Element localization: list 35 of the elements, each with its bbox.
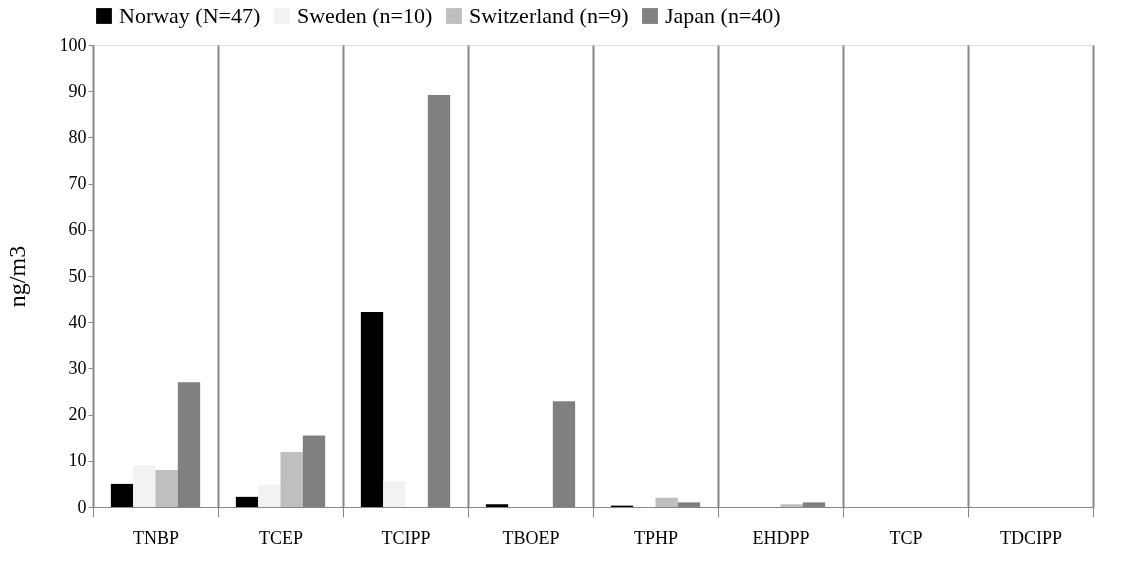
y-tick-label: 100 bbox=[59, 34, 87, 55]
x-tick-label: EHDPP bbox=[752, 527, 810, 548]
y-tick-label: 50 bbox=[68, 265, 87, 286]
y-tick-label: 90 bbox=[68, 80, 87, 101]
bar bbox=[258, 484, 281, 507]
x-tick-label: TDCIPP bbox=[999, 527, 1063, 548]
x-tick-label: TNBP bbox=[132, 527, 180, 548]
y-tick-label: 60 bbox=[68, 219, 87, 240]
y-tick-label: 0 bbox=[77, 496, 87, 517]
bar bbox=[155, 470, 178, 507]
legend-label: Japan (n=40) bbox=[665, 3, 781, 28]
x-tick-label: TPHP bbox=[633, 527, 679, 548]
legend-label: Sweden (n=10) bbox=[297, 3, 433, 28]
bar bbox=[360, 312, 384, 507]
bar bbox=[235, 496, 259, 507]
bar bbox=[780, 504, 803, 507]
y-tick-label: 70 bbox=[68, 173, 87, 194]
x-tick-label: TCIPP bbox=[381, 527, 431, 548]
x-tick-label: TCEP bbox=[258, 527, 304, 548]
y-tick-label: 40 bbox=[68, 311, 87, 332]
bar bbox=[280, 452, 303, 507]
bar bbox=[655, 497, 678, 507]
bar bbox=[485, 504, 509, 507]
y-tick-label: 10 bbox=[68, 450, 87, 471]
y-tick-label: 30 bbox=[68, 357, 87, 378]
y-axis-title: ng/m3 bbox=[3, 245, 30, 308]
bar bbox=[110, 483, 134, 507]
x-tick-label: TCP bbox=[889, 527, 923, 548]
bar bbox=[133, 465, 156, 507]
x-tick-label: TBOEP bbox=[502, 527, 560, 548]
y-tick-label: 20 bbox=[68, 404, 87, 425]
legend-label: Norway (N=47) bbox=[119, 3, 261, 28]
legend-label: Switzerland (n=9) bbox=[469, 3, 629, 28]
bar bbox=[383, 481, 406, 507]
y-tick-label: 80 bbox=[68, 126, 87, 147]
